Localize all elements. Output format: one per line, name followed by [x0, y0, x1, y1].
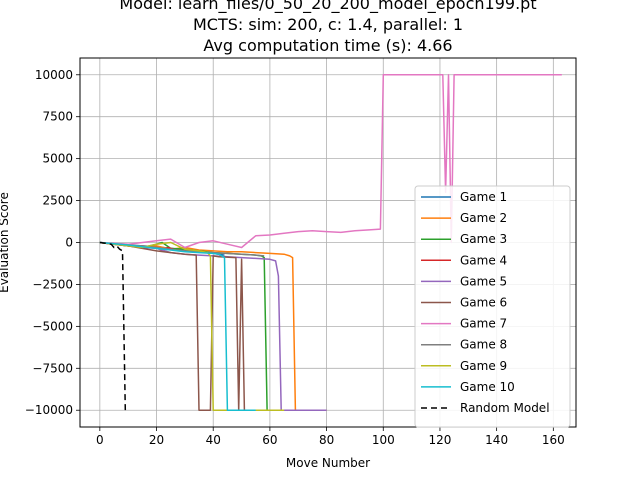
series-layer — [99, 74, 562, 411]
x-tick-label: 0 — [96, 433, 104, 447]
legend-label: Game 1 — [460, 190, 507, 204]
title-line-3: Avg computation time (s): 4.66 — [203, 36, 452, 55]
legend-label: Game 9 — [460, 359, 507, 373]
y-tick-label: 10000 — [35, 68, 73, 82]
legend: Game 1 Game 2 Game 3 Game 4 Game 5 Game 6 Game… — [414, 185, 571, 428]
y-tick-label: −5000 — [32, 319, 73, 333]
x-axis-label: Move Number — [286, 456, 370, 470]
x-tick-label: 160 — [542, 433, 565, 447]
title-line-1: Model: learn_files/0_50_20_200_model_epo… — [119, 0, 536, 14]
y-tick-label: 7500 — [42, 110, 73, 124]
x-tick-label: 80 — [319, 433, 334, 447]
legend-label: Game 3 — [460, 232, 507, 246]
y-tick-label: −7500 — [32, 361, 73, 375]
x-tick-label: 120 — [429, 433, 452, 447]
x-tick-label: 20 — [149, 433, 164, 447]
y-tick-label: −2500 — [32, 277, 73, 291]
y-tick-label: 0 — [65, 236, 73, 250]
legend-label: Game 10 — [460, 380, 515, 394]
series-line-6 — [99, 241, 246, 411]
y-axis-ticks: −10000 −7500 −5000 −2500 0 2500 5000 7500 10000 — [25, 68, 80, 417]
legend-label: Game 8 — [460, 338, 507, 352]
y-tick-label: 2500 — [42, 194, 73, 208]
legend-label: Game 7 — [460, 317, 507, 331]
series-line-7 — [99, 74, 562, 249]
legend-label: Random Model — [460, 401, 550, 415]
x-tick-label: 140 — [485, 433, 508, 447]
y-tick-label: 5000 — [42, 152, 73, 166]
legend-label: Game 2 — [460, 211, 507, 225]
title-line-2: MCTS: sim: 200, c: 1.4, parallel: 1 — [193, 15, 463, 34]
legend-box — [414, 185, 571, 428]
legend-label: Game 4 — [460, 253, 507, 267]
chart-title: Model: learn_files/0_50_20_200_model_epo… — [119, 0, 536, 55]
x-axis-ticks: 0 20 40 60 80 100 120 140 160 — [96, 427, 565, 447]
legend-label: Game 5 — [460, 274, 507, 288]
x-tick-label: 40 — [206, 433, 221, 447]
series-line-10 — [99, 241, 256, 411]
y-tick-label: −10000 — [25, 403, 73, 417]
x-tick-label: 60 — [262, 433, 277, 447]
x-tick-label: 100 — [372, 433, 395, 447]
y-axis-label: Evaluation Score — [0, 192, 11, 293]
legend-label: Game 6 — [460, 296, 507, 310]
